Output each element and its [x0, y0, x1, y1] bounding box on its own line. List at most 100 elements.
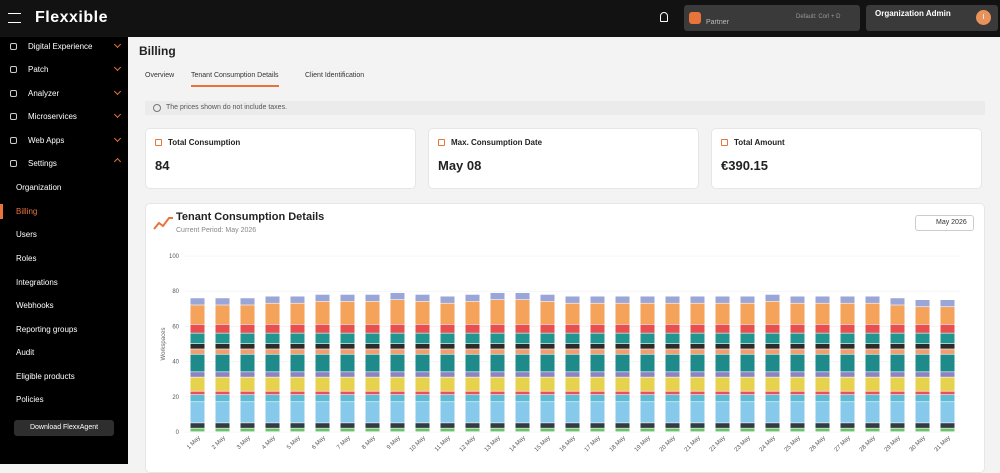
card-label: Total Amount [734, 138, 785, 147]
logo[interactable]: Flexxible [35, 9, 108, 26]
bar-segment [840, 324, 855, 333]
bar-segment [915, 377, 930, 391]
menu-button[interactable] [8, 13, 21, 23]
sidebar-item[interactable]: Integrations [16, 278, 58, 287]
bar-segment [665, 372, 680, 377]
bar-segment [540, 377, 555, 391]
bar-segment [665, 402, 680, 423]
bar-segment [340, 301, 355, 325]
section-label: Patch [28, 65, 49, 74]
bar-segment [740, 395, 755, 402]
bar-segment [415, 333, 430, 344]
bar-segment [640, 324, 655, 333]
bar-segment [740, 324, 755, 333]
section-icon [10, 113, 17, 120]
sidebar-item[interactable]: Audit [16, 348, 35, 357]
bar-segment [365, 391, 380, 395]
bar-segment [915, 354, 930, 372]
bell-icon[interactable] [660, 12, 668, 22]
bar-segment [740, 423, 755, 428]
bar-segment [765, 354, 780, 372]
bar-segment [490, 324, 505, 333]
bar-segment [890, 354, 905, 372]
bar-segment [315, 324, 330, 333]
bar-segment [390, 372, 405, 377]
bar-segment [690, 423, 705, 428]
bar-segment [940, 349, 955, 354]
bar-segment [665, 344, 680, 349]
sidebar-section[interactable]: Analyzer [10, 87, 124, 101]
bar-segment [240, 298, 255, 305]
bar-segment [690, 349, 705, 354]
tab[interactable]: Overview [145, 72, 175, 79]
bar-segment [915, 391, 930, 395]
sidebar-item[interactable]: Webhooks [16, 301, 54, 310]
sidebar-item[interactable]: Policies [16, 395, 44, 404]
bar-segment [815, 395, 830, 402]
sidebar-item[interactable]: Eligible products [16, 372, 75, 381]
tab[interactable]: Client Identification [305, 72, 365, 79]
bar-segment [215, 349, 230, 354]
sidebar-section[interactable]: Patch [10, 63, 124, 77]
bar-segment [540, 395, 555, 402]
bar-segment [590, 296, 605, 303]
bar-segment [315, 354, 330, 372]
user-menu[interactable]: Organization Admin I [866, 5, 998, 31]
bar-segment [940, 377, 955, 391]
bar-segment [765, 344, 780, 349]
summary-card: Total Consumption 84 [145, 128, 416, 189]
bar-segment [565, 395, 580, 402]
bar-segment [715, 296, 730, 303]
x-tick-label: 5 May [286, 435, 302, 451]
sidebar-item[interactable]: Billing [16, 207, 38, 216]
bar-segment [765, 402, 780, 423]
sidebar-item[interactable]: Organization [16, 183, 62, 192]
sidebar-item[interactable]: Users [16, 230, 37, 239]
tab[interactable]: Tenant Consumption Details [191, 72, 279, 87]
bar-segment [340, 428, 355, 432]
sidebar-item[interactable]: Roles [16, 254, 37, 263]
bar-segment [915, 349, 930, 354]
sidebar-section[interactable]: Digital Experience [10, 40, 124, 54]
bar-segment [190, 377, 205, 391]
bar-segment [240, 377, 255, 391]
bar-segment [515, 324, 530, 333]
bar-segment [540, 324, 555, 333]
bar-segment [890, 402, 905, 423]
bar-segment [565, 354, 580, 372]
bar-segment [765, 333, 780, 344]
chart: Tenant Consumption Details Current Perio… [153, 211, 960, 453]
bar-segment [565, 349, 580, 354]
bar-segment [590, 344, 605, 349]
bar-segment [265, 303, 280, 325]
bar-segment [865, 296, 880, 303]
period-button[interactable]: May 2026 [915, 215, 974, 231]
bar-segment [315, 395, 330, 402]
bar-segment [865, 324, 880, 333]
download-button[interactable]: Download FlexxAgent [14, 420, 114, 436]
bar-segment [940, 391, 955, 395]
partner-selector[interactable]: Partner Default: Corl + D [684, 5, 860, 31]
bar-segment [215, 344, 230, 349]
x-tick-label: 18 May [609, 435, 627, 453]
bar-segment [190, 423, 205, 428]
bar-segment [265, 391, 280, 395]
bar-segment [890, 305, 905, 325]
bar-segment [590, 423, 605, 428]
section-icon [10, 66, 17, 73]
card-icon [438, 139, 445, 146]
sidebar-section[interactable]: Microservices [10, 110, 124, 124]
bar-segment [815, 391, 830, 395]
sidebar-section[interactable]: Settings [10, 157, 124, 171]
x-tick-label: 15 May [534, 435, 552, 453]
bar-segment [665, 428, 680, 432]
bar-segment [690, 344, 705, 349]
bar-segment [215, 298, 230, 305]
bar-segment [590, 391, 605, 395]
sidebar-item[interactable]: Reporting groups [16, 325, 78, 334]
bar-segment [515, 354, 530, 372]
bar-segment [290, 354, 305, 372]
x-tick-label: 13 May [484, 435, 502, 453]
sidebar-section[interactable]: Web Apps [10, 134, 124, 148]
bar-segment [515, 395, 530, 402]
